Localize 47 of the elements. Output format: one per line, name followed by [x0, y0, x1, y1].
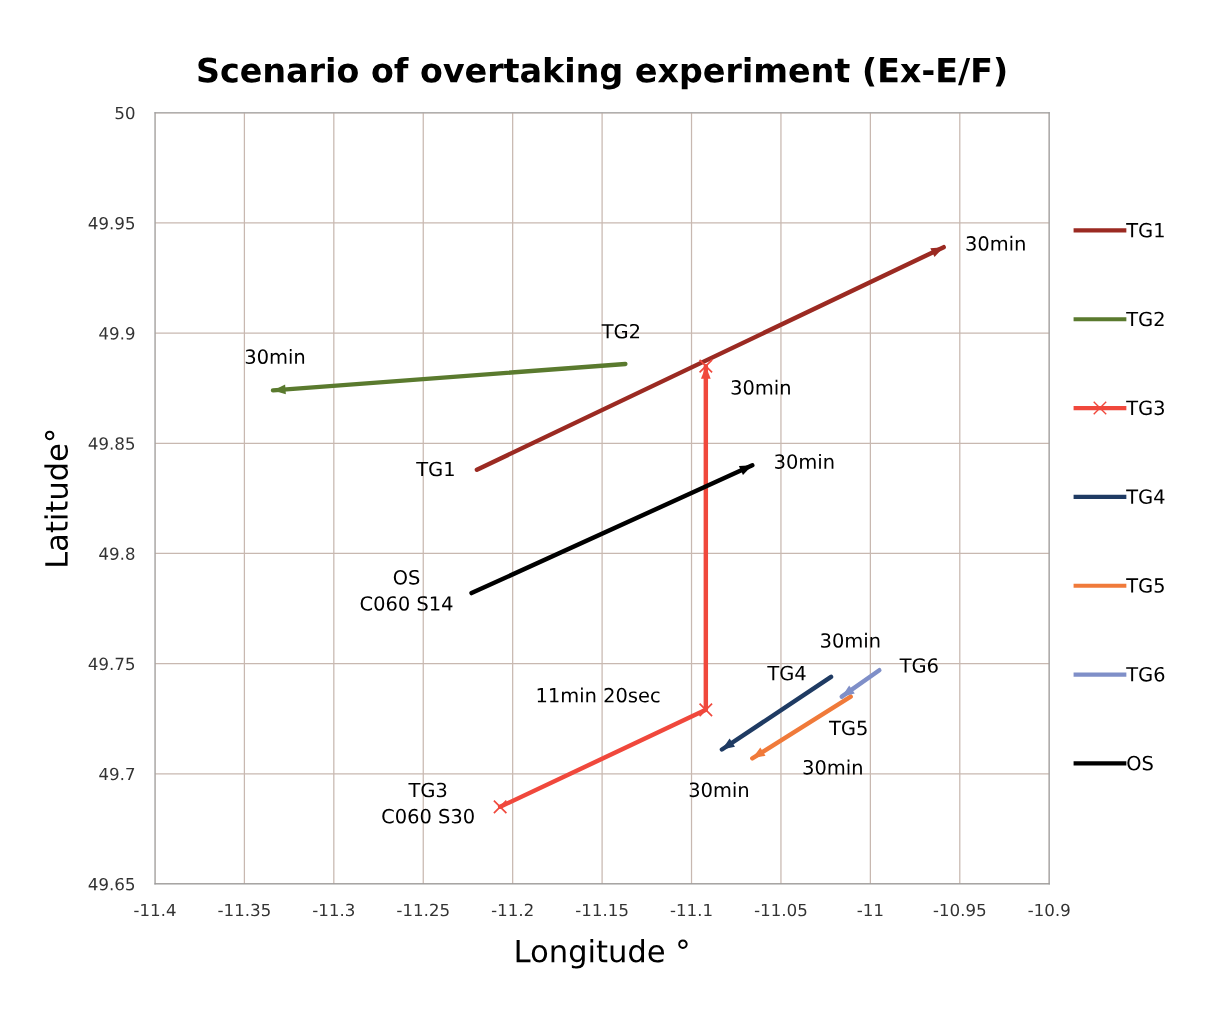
annotation: TG1 [416, 461, 454, 477]
x-tick-label: -11 [857, 903, 883, 917]
y-tick-label: 50 [115, 106, 135, 120]
y-tick-label: 49.85 [88, 437, 135, 450]
annotation: 30min [821, 632, 880, 648]
legend-label: OS [1127, 755, 1153, 771]
legend-label: TG3 [1126, 400, 1164, 416]
y-axis-title: Latitude° [44, 430, 68, 566]
legend-label: TG6 [1126, 666, 1165, 682]
x-tick-label: -11.3 [313, 903, 355, 917]
point [493, 799, 508, 814]
x-tick-label: -10.9 [1028, 903, 1070, 917]
x-tick-label: -11.4 [134, 903, 176, 917]
point [698, 702, 713, 717]
annotation: TG3 C060 S30 [382, 782, 474, 824]
x-axis-title: Longitude ° [516, 938, 688, 969]
annotation: TG6 [899, 658, 938, 673]
annotation: 30min [245, 348, 305, 365]
annotation: 30min [731, 379, 790, 395]
annotation: TG2 [601, 323, 640, 339]
y-tick-label: 49.8 [99, 547, 135, 560]
x-tick-label: -11.2 [491, 903, 533, 917]
x-tick-label: -11.05 [754, 903, 807, 917]
annotation: 30min [775, 453, 834, 469]
y-tick-label: 49.75 [88, 657, 135, 671]
x-tick-label: -11.25 [397, 903, 449, 917]
point [698, 359, 713, 374]
legend-label: TG2 [1126, 311, 1164, 327]
annotation: OS C060 S14 [360, 569, 453, 611]
x-tick-label: -11.15 [576, 903, 628, 917]
chart-title: Scenario of overtaking experiment (Ex-E/F) [198, 56, 1006, 90]
y-tick-label: 49.7 [99, 767, 135, 781]
legend-label: TG1 [1126, 222, 1164, 238]
y-tick-label: 49.9 [99, 327, 135, 340]
x-tick-label: -11.1 [670, 903, 712, 917]
y-tick-label: 49.65 [88, 877, 135, 891]
annotation: 30min [803, 759, 862, 775]
annotation: 30min [689, 782, 748, 798]
annotation: 30min [966, 235, 1025, 251]
y-tick-label: 49.95 [88, 216, 135, 230]
annotation: 11min 20sec [537, 687, 660, 703]
annotation: TG4 [767, 665, 806, 681]
annotation: TG5 [828, 720, 867, 736]
x-tick-label: -10.95 [933, 903, 986, 917]
legend-label: TG4 [1126, 489, 1165, 504]
x-tick-label: -11.35 [218, 903, 270, 917]
legend-label: TG5 [1126, 578, 1164, 593]
